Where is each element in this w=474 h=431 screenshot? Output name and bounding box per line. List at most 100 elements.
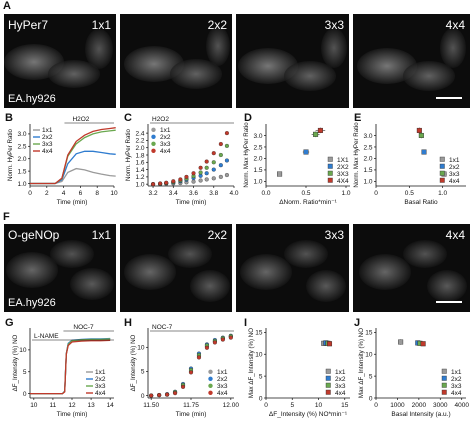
tile-label: 3x3 — [324, 228, 344, 242]
legend-swatch — [208, 369, 213, 374]
legend-swatch — [327, 156, 333, 162]
legend-label: 1x1 — [217, 369, 228, 376]
tile-label: 4x4 — [445, 18, 465, 32]
y-tick-label: 0 — [259, 395, 263, 402]
legend-label: 1x1 — [160, 127, 171, 134]
x-tick-label: 0 — [374, 190, 378, 197]
micrograph-hyper7-1x1: HyPer7 1x1 EA.hy926 — [4, 14, 116, 108]
legend-swatch — [441, 382, 447, 388]
legend-label: 3x3 — [451, 383, 462, 390]
cell-line-label: EA.hy926 — [8, 93, 56, 105]
legend-label: 4x4 — [42, 148, 53, 155]
legend-label: 2x2 — [95, 376, 106, 383]
data-point-1x1 — [398, 339, 404, 345]
legend-label: 3x3 — [95, 383, 106, 390]
panel-label-e: E — [354, 112, 362, 124]
data-point-4x4 — [198, 165, 203, 170]
scale-bar — [436, 97, 462, 99]
data-point-3x3 — [211, 160, 216, 165]
cells-image — [6, 240, 114, 300]
legend-swatch — [208, 376, 213, 381]
y-tick-label: 10 — [19, 347, 27, 354]
data-point-2x2 — [204, 171, 209, 176]
y-tick-label: 1.2 — [135, 174, 144, 181]
y-tick-label: 1.6 — [135, 160, 144, 167]
micrograph-hyper7-4x4: 4x4 — [353, 14, 470, 108]
x-tick-label: 0.5 — [301, 190, 310, 197]
legend-swatch — [151, 148, 156, 153]
y-tick-label: 10 — [137, 345, 145, 352]
legend-swatch — [441, 375, 447, 381]
x-tick-label: 11 — [50, 402, 57, 409]
chart-h: 11.50 11.75 12.00 0 5 10 Time (min) ΔF_Intensit… — [130, 324, 239, 418]
legend-label: 3x3 — [335, 383, 346, 390]
x-axis-label: ΔF_Intensity (%) NO*min⁻¹ — [269, 411, 348, 418]
treatment-label: H2O2 — [152, 116, 169, 123]
treatment-label: NOC-7 — [152, 324, 173, 331]
panel-label-f: F — [3, 211, 10, 223]
y-tick-label: 2.0 — [135, 145, 144, 152]
micrograph-ogenop-3x3: 3x3 — [236, 224, 349, 312]
data-point-4x4 — [157, 393, 162, 398]
panel-label-b: B — [5, 112, 13, 124]
tile-label: 2x2 — [207, 228, 227, 242]
sensor-label: O-geNOp — [8, 228, 60, 242]
legend-swatch — [439, 156, 445, 162]
data-point-1x1 — [224, 173, 229, 178]
y-tick-label: 1.0 — [363, 179, 372, 186]
y-axis-label: Max ΔF_Intensity (%) NO — [248, 328, 255, 398]
x-tick-label: 1.0 — [438, 190, 447, 197]
tile-label: 4x4 — [445, 228, 465, 242]
data-point-4x4 — [165, 392, 170, 397]
y-tick-label: 1.0 — [135, 181, 144, 188]
data-point-4x4 — [220, 337, 225, 342]
legend-label: 2x2 — [217, 376, 228, 383]
x-tick-label: 3.4 — [169, 190, 178, 197]
legend-swatch — [327, 170, 333, 176]
x-tick-label: 3.8 — [209, 190, 218, 197]
cells-image — [240, 240, 346, 302]
y-tick-label: 2.0 — [17, 156, 26, 163]
y-tick-label: 15 — [255, 330, 263, 337]
legend-label: 4x4 — [160, 148, 171, 155]
legend-label: 1X1 — [337, 157, 349, 164]
y-tick-label: 2.0 — [253, 156, 262, 163]
x-tick-label: 4.0 — [229, 190, 238, 197]
cell-line-label: EA.hy926 — [8, 297, 56, 309]
x-axis-label: Time (min) — [176, 411, 207, 418]
x-tick-label: 10 — [30, 402, 38, 409]
y-tick-label: 2.0 — [363, 156, 372, 163]
y-tick-label: 2.5 — [17, 144, 26, 151]
legend-swatch — [325, 368, 331, 374]
data-point-3x3 — [218, 152, 223, 158]
x-axis-label: Basal Intensity (a.u.) — [391, 411, 450, 418]
y-tick-label: 1.5 — [17, 168, 26, 175]
y-tick-label: 5 — [259, 373, 263, 380]
x-axis-label: Time (min) — [57, 411, 88, 418]
tile-label: 2x2 — [207, 18, 227, 32]
data-point-4x4 — [171, 179, 176, 184]
x-tick-label: 6 — [79, 190, 83, 197]
data-point-4x4 — [218, 142, 223, 147]
legend-swatch — [439, 170, 445, 176]
y-tick-label: 2.5 — [363, 144, 372, 151]
legend-label: 2x2 — [335, 376, 346, 383]
chart-g: 10 11 12 13 14 0 5 10 Time (min) ΔF_Intensity (%)… — [12, 324, 114, 418]
x-tick-label: 10 — [110, 190, 118, 197]
series-line-4x4 — [30, 127, 116, 185]
y-tick-label: 10 — [365, 352, 373, 359]
data-point-1x1 — [198, 178, 203, 183]
data-point-4x4 — [204, 159, 209, 164]
legend-label: 2x2 — [160, 134, 171, 141]
data-point-1x1 — [277, 171, 283, 177]
y-tick-label: 3.0 — [17, 131, 26, 138]
x-tick-label: 0.5 — [405, 190, 414, 197]
legend-label: 4X4 — [337, 178, 349, 185]
data-point-2x2 — [224, 158, 229, 163]
legend-label: 3x3 — [42, 141, 53, 148]
cells-image — [124, 240, 230, 302]
cells-image — [359, 240, 467, 302]
x-tick-label: 12 — [68, 402, 76, 409]
micrograph-ogenop-1x1: O-geNOp 1x1 EA.hy926 — [4, 224, 116, 312]
